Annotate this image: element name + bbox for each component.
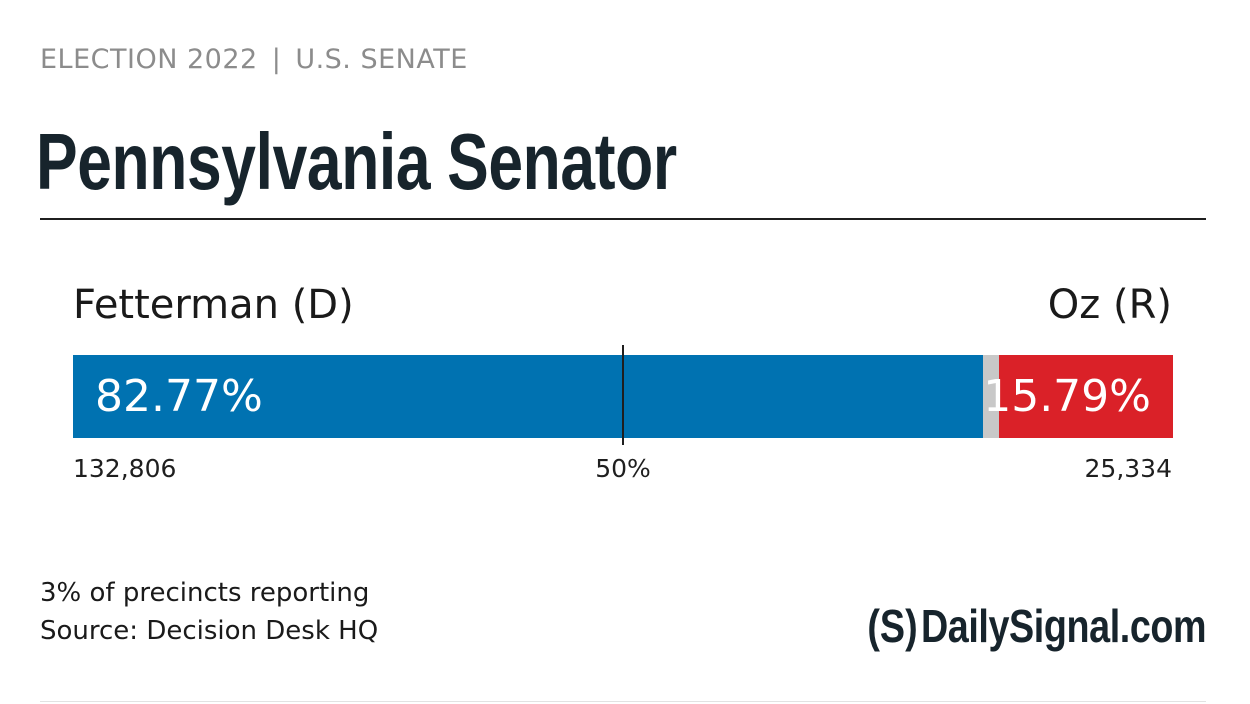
midpoint-label: 50% (595, 454, 651, 483)
precincts-reporting: 3% of precincts reporting (40, 578, 370, 608)
candidate-label-oz: Oz (R) (1047, 282, 1172, 328)
bar-segment-fetterman: 82.77% (73, 355, 984, 438)
midpoint-line (622, 345, 624, 445)
votes-label-fetterman: 132,806 (73, 454, 177, 483)
kicker: ELECTION 2022 | U.S. SENATE (40, 44, 468, 75)
kicker-race: U.S. SENATE (295, 44, 468, 75)
votes-label-oz: 25,334 (1084, 454, 1172, 483)
percent-label-oz: 15.79% (983, 371, 1151, 422)
bar-segment-other (983, 355, 1000, 438)
kicker-election: ELECTION 2022 (40, 44, 258, 75)
daily-signal-logo: (S) DailySignal.com (867, 600, 1206, 652)
source-note: Source: Decision Desk HQ (40, 616, 379, 646)
candidate-label-fetterman: Fetterman (D) (73, 282, 354, 328)
title-divider (40, 218, 1206, 220)
logo-mark-icon: (S) (867, 600, 918, 652)
page-title: Pennsylvania Senator (36, 117, 677, 206)
logo-text: DailySignal.com (920, 600, 1207, 652)
kicker-separator: | (271, 44, 282, 75)
percent-label-fetterman: 82.77% (95, 371, 263, 422)
bar-segment-oz: 15.79% (983, 355, 1173, 438)
bottom-divider (40, 701, 1206, 702)
